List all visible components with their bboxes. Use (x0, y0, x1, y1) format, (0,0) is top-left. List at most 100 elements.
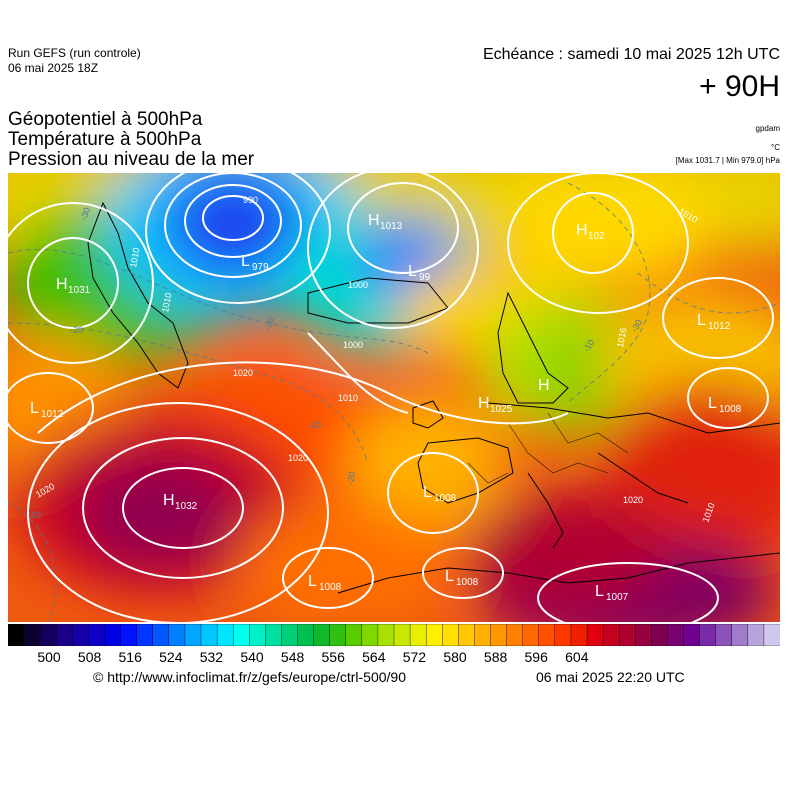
copyright: © http://www.infoclimat.fr/z/gefs/europe… (93, 669, 407, 685)
isobars (8, 173, 774, 622)
colorbar-swatch (651, 624, 668, 646)
colorbar-tick-label: 500 (37, 649, 61, 665)
svg-text:L: L (241, 253, 250, 270)
pressure-center-high: H 1025 (478, 395, 513, 415)
svg-text:1031: 1031 (68, 285, 91, 296)
colorbar-swatch (377, 624, 395, 646)
pressure-center-high: H 1013 (368, 212, 403, 232)
colorbar-swatch (313, 624, 331, 646)
isobar-label: 1000 (343, 340, 363, 350)
parameter-temperature: Température à 500hPa (8, 129, 202, 150)
colorbar-swatch (747, 624, 765, 646)
colorbar-swatch (393, 624, 411, 646)
colorbar-swatch (56, 624, 73, 646)
coastlines (87, 201, 780, 594)
pressure-center-low: L 1008 (423, 484, 457, 504)
colorbar-swatch (168, 624, 186, 646)
svg-text:L: L (595, 583, 604, 600)
temperature-label: -20 (70, 325, 83, 335)
colorbar-swatch (506, 624, 524, 646)
isobar-label: 1010 (338, 393, 358, 403)
colorbar-tick-label: 564 (362, 649, 386, 665)
isobar-label: 1020 (623, 495, 643, 505)
svg-text:L: L (408, 263, 417, 280)
temperature-label: -20 (345, 471, 357, 486)
colorbar-tick-label: 540 (240, 649, 264, 665)
colorbar-swatch (152, 624, 170, 646)
isobar-label: 990 (243, 195, 258, 205)
colorbar-swatch (216, 624, 234, 646)
weather-map: 990 1010 1010 1000 1000 1010 1020 1020 1… (8, 173, 780, 622)
colorbar-swatch (200, 624, 218, 646)
svg-text:L: L (708, 395, 717, 412)
lead-time: + 90H (699, 70, 780, 103)
parameter-mslp: Pression au niveau de la mer (8, 149, 255, 170)
unit-celsius: °C (771, 143, 780, 152)
colorbar-tick-label: 604 (565, 649, 589, 665)
svg-text:H: H (368, 212, 380, 229)
colorbar-swatch (184, 624, 202, 646)
colorbar-swatch (458, 624, 475, 646)
colorbar-tick-label: 588 (483, 649, 508, 665)
svg-text:L: L (697, 312, 706, 329)
colorbar-swatch (104, 624, 122, 646)
run-title: Run GEFS (run controle) (8, 46, 141, 60)
svg-text:H: H (538, 377, 550, 394)
colorbar-tick-label: 596 (524, 649, 548, 665)
temperature-labels: -30 -20 -20 -20 -20 -10 -10 -30 (28, 206, 644, 520)
svg-text:1013: 1013 (380, 221, 403, 232)
temperature-label: -20 (308, 420, 321, 430)
colorbar-swatch (281, 624, 299, 646)
colorbar-swatch (635, 624, 652, 646)
colorbar-swatch (667, 624, 684, 646)
svg-text:L: L (30, 400, 39, 417)
svg-text:979: 979 (252, 262, 269, 273)
colorbar-swatch (522, 624, 540, 646)
colorbar-swatch (265, 624, 282, 646)
pressure-center-low: L 1008 (445, 568, 479, 588)
pressure-center-low: L 1012 (30, 400, 64, 420)
pressure-max-min: [Max 1031.7 | Min 979.0] hPa (675, 156, 780, 165)
pressure-center-low: L 979 (241, 253, 269, 273)
colorbar-swatch (361, 624, 379, 646)
colorbar-swatch (88, 624, 105, 646)
colorbar-swatch (618, 624, 636, 646)
colorbar-tick-label: 516 (118, 649, 142, 665)
pressure-center-low: L 99 (408, 263, 431, 283)
colorbar-swatch (715, 624, 733, 646)
isobar-label: 1020 (288, 453, 308, 463)
svg-text:L: L (423, 484, 432, 501)
colorbar-swatch (23, 624, 41, 646)
geopotential-colorbar (8, 624, 780, 646)
pressure-center-high: H 1031 (56, 276, 91, 296)
temperature-label: -30 (78, 206, 92, 222)
borders (467, 412, 629, 484)
isobar-label: 1016 (615, 327, 628, 348)
pressure-center-high: H 102 (576, 222, 605, 242)
svg-text:1025: 1025 (490, 404, 513, 415)
isobar-label: 1010 (128, 247, 141, 268)
svg-text:1007: 1007 (606, 592, 629, 603)
colorbar-swatch (442, 624, 459, 646)
pressure-center-low: L 1008 (708, 395, 742, 415)
colorbar-swatch (763, 624, 780, 646)
colorbar-swatch (8, 624, 25, 646)
colorbar-swatch (249, 624, 266, 646)
colorbar-swatch (425, 624, 443, 646)
colorbar-tick-label: 508 (77, 649, 102, 665)
parameter-geopotential: Géopotentiel à 500hPa (8, 109, 203, 130)
svg-text:102: 102 (588, 231, 605, 242)
colorbar-swatch (538, 624, 556, 646)
colorbar-tick-label: 548 (280, 649, 305, 665)
colorbar-swatch (39, 624, 57, 646)
isobar-label: 1000 (348, 280, 368, 290)
colorbar-tick-label: 524 (159, 649, 183, 665)
colorbar-swatch (602, 624, 620, 646)
svg-text:1008: 1008 (434, 493, 457, 504)
colorbar-swatch (136, 624, 154, 646)
svg-text:H: H (163, 492, 175, 509)
pressure-center-high: H (538, 377, 550, 394)
pressure-center-low: L 1012 (697, 312, 731, 332)
colorbar-swatch (232, 624, 250, 646)
